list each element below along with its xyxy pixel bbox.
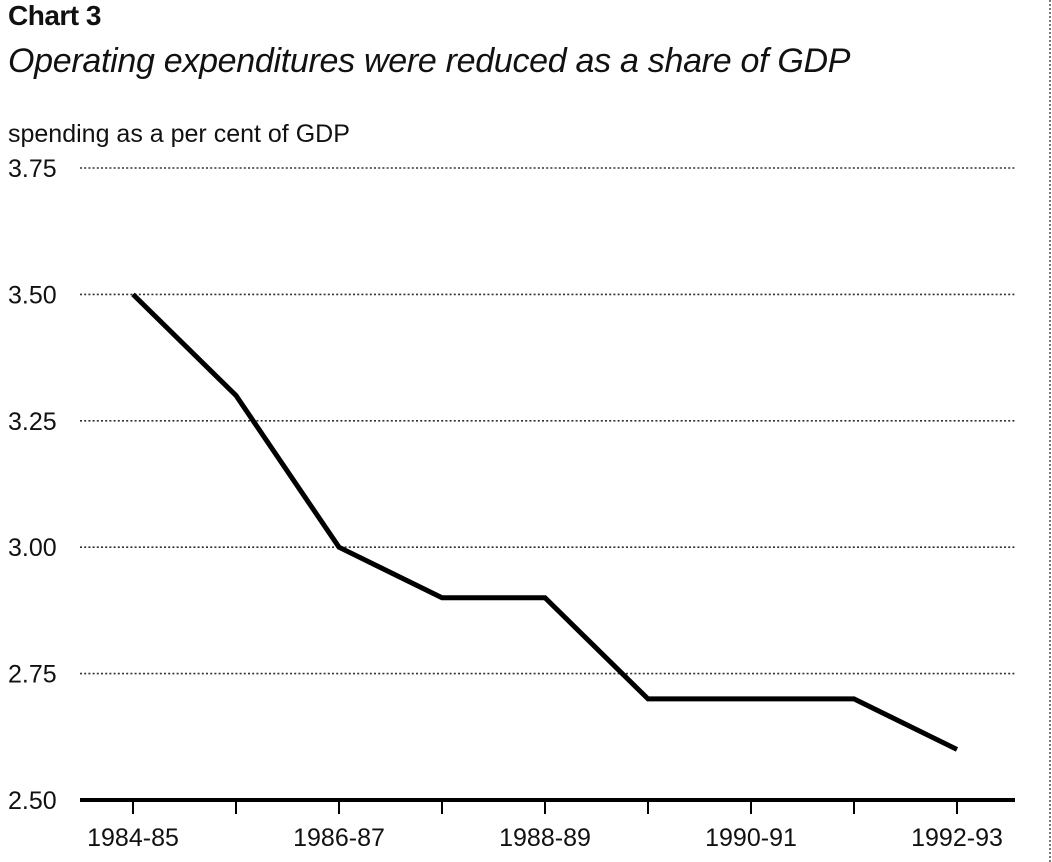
y-tick-label: 3.50 xyxy=(8,281,57,309)
y-tick-label: 3.00 xyxy=(8,534,57,562)
y-tick-label: 2.75 xyxy=(8,661,57,689)
y-tick-label: 3.75 xyxy=(8,155,57,183)
chart-subtitle: Operating expenditures were reduced as a… xyxy=(8,42,851,80)
y-tick-label: 3.25 xyxy=(8,408,57,436)
series-layer xyxy=(131,292,959,752)
x-tick-label: 1986-87 xyxy=(293,824,385,852)
x-axis-ticks: 1984-85 1986-87 1988-89 1990-91 1992-93 xyxy=(87,800,1003,852)
chart-title: Chart 3 xyxy=(8,0,101,31)
x-tick-label: 1992-93 xyxy=(911,824,1003,852)
series-line xyxy=(131,292,959,752)
y-axis-title: spending as a per cent of GDP xyxy=(8,120,350,148)
y-tick-label: 2.50 xyxy=(8,787,57,815)
x-tick-label: 1990-91 xyxy=(705,824,797,852)
x-tick-label: 1988-89 xyxy=(499,824,591,852)
page-border xyxy=(1049,0,1051,862)
gridlines xyxy=(80,167,1015,675)
y-axis-ticks: 2.50 2.75 3.00 3.25 3.50 3.75 xyxy=(8,155,57,815)
x-tick-label: 1984-85 xyxy=(87,824,179,852)
